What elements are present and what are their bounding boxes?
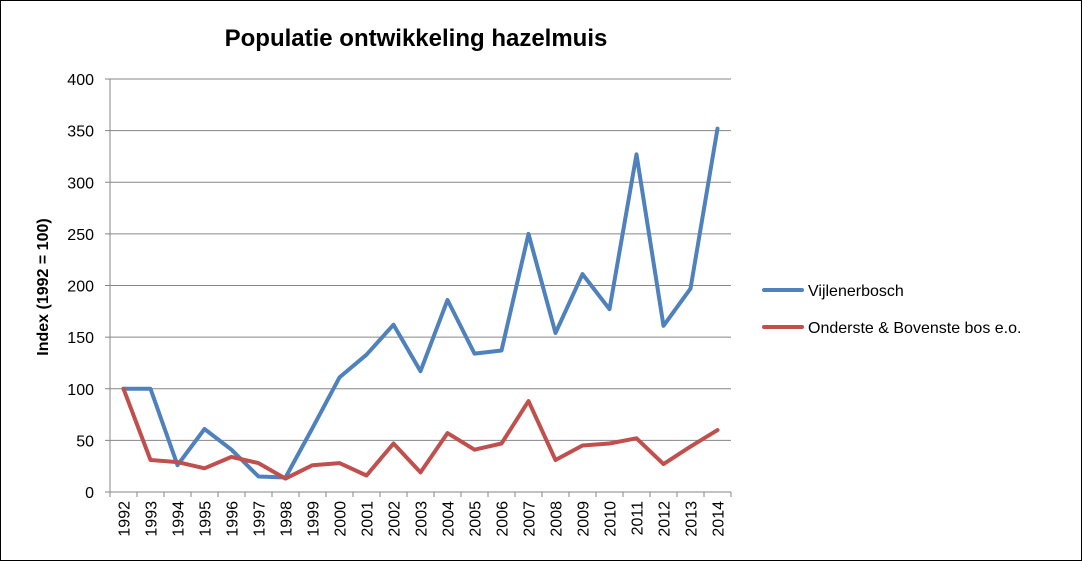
x-tick-label: 2014 — [711, 501, 728, 537]
data-point — [257, 475, 260, 478]
x-tick-label: 1997 — [252, 501, 269, 537]
x-tick-label: 2000 — [333, 501, 350, 537]
x-tick-labels: 1992 1993 1994 1995 1996 1997 1998 1999 2000 2001… — [117, 501, 728, 537]
data-point — [365, 353, 368, 356]
data-point — [581, 444, 584, 447]
data-point — [662, 463, 665, 466]
legend: Vijlenerbosch Onderste & Bovenste bos e.o… — [762, 283, 1021, 337]
data-point — [392, 442, 395, 445]
series-line-1 — [121, 126, 720, 480]
data-point — [500, 349, 503, 352]
x-tick-label: 2002 — [387, 501, 404, 537]
y-tick-label: 150 — [67, 330, 94, 347]
data-point — [203, 467, 206, 470]
data-point — [554, 331, 557, 334]
data-point — [473, 352, 476, 355]
data-point — [446, 298, 449, 301]
data-point — [662, 324, 665, 327]
y-tick-label: 50 — [76, 433, 94, 450]
x-tick-label: 2003 — [414, 501, 431, 537]
series-lines — [121, 126, 720, 481]
data-point — [527, 232, 530, 235]
data-point — [500, 442, 503, 445]
y-tick-label: 0 — [85, 485, 94, 502]
data-point — [581, 273, 584, 276]
x-tick-label: 2006 — [495, 501, 512, 537]
x-tick-label: 2013 — [684, 501, 701, 537]
data-point — [284, 477, 287, 480]
data-point — [554, 458, 557, 461]
legend-label: Onderste & Bovenste bos e.o. — [808, 320, 1021, 337]
data-point — [446, 432, 449, 435]
data-point — [149, 458, 152, 461]
y-tick-label: 200 — [67, 279, 94, 296]
data-point — [527, 400, 530, 403]
x-tick-label: 2005 — [468, 501, 485, 537]
x-tick-label: 1994 — [171, 501, 188, 537]
x-tick-label: 1998 — [279, 501, 296, 537]
x-tick-label: 2011 — [630, 501, 647, 536]
x-tick-label: 1992 — [117, 501, 134, 537]
data-point — [338, 462, 341, 465]
x-tick-label: 1996 — [225, 501, 242, 537]
x-tick-label: 2012 — [657, 501, 674, 537]
legend-label: Vijlenerbosch — [808, 283, 904, 300]
data-point — [473, 448, 476, 451]
data-point — [230, 448, 233, 451]
chart-title: Populatie ontwikkeling hazelmuis — [225, 25, 608, 52]
data-point — [635, 153, 638, 156]
y-tick-labels: 0 50 100 150 200 250 300 350 400 — [67, 72, 94, 502]
y-axis-label: Index (1992 = 100) — [35, 218, 52, 355]
x-tick-label: 2004 — [441, 501, 458, 537]
x-tick-label: 2010 — [603, 501, 620, 537]
x-tick-label: 1999 — [306, 501, 323, 537]
data-point — [338, 376, 341, 379]
x-tick-label: 2008 — [549, 501, 566, 537]
gridlines — [110, 78, 731, 441]
data-point — [635, 437, 638, 440]
data-point — [176, 464, 179, 467]
data-point — [689, 287, 692, 290]
data-point — [716, 127, 719, 130]
data-point — [392, 323, 395, 326]
data-point — [419, 370, 422, 373]
x-tick-label: 1995 — [198, 501, 215, 537]
data-point — [122, 387, 125, 390]
data-point — [716, 429, 719, 432]
y-tick-label: 350 — [67, 124, 94, 141]
data-point — [230, 455, 233, 458]
data-point — [608, 442, 611, 445]
data-point — [608, 308, 611, 311]
y-tick-label: 300 — [67, 175, 94, 192]
data-point — [311, 426, 314, 429]
data-point — [689, 445, 692, 448]
data-point — [176, 461, 179, 464]
x-tick-label: 2009 — [576, 501, 593, 537]
data-point — [203, 428, 206, 431]
data-point — [149, 387, 152, 390]
x-tick-label: 1993 — [144, 501, 161, 537]
data-point — [311, 464, 314, 467]
x-tick-label: 2001 — [360, 501, 377, 537]
y-tick-label: 250 — [67, 227, 94, 244]
x-tick-label: 2007 — [522, 501, 539, 537]
y-tick-label: 100 — [67, 382, 94, 399]
data-point — [365, 474, 368, 477]
data-point — [257, 462, 260, 465]
y-tick-label: 400 — [67, 72, 94, 89]
axes — [105, 78, 732, 497]
data-point — [419, 471, 422, 474]
